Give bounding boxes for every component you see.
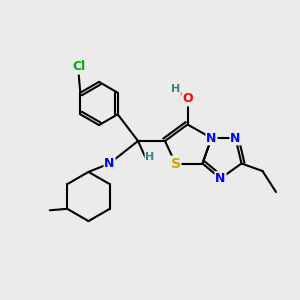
Text: S: S — [170, 157, 181, 170]
Text: H: H — [171, 83, 180, 94]
Text: Cl: Cl — [72, 60, 86, 74]
Text: H: H — [146, 152, 154, 163]
Text: N: N — [215, 172, 226, 185]
Text: O: O — [182, 92, 193, 106]
Text: N: N — [230, 131, 241, 145]
Text: N: N — [206, 131, 217, 145]
Text: N: N — [104, 157, 115, 170]
